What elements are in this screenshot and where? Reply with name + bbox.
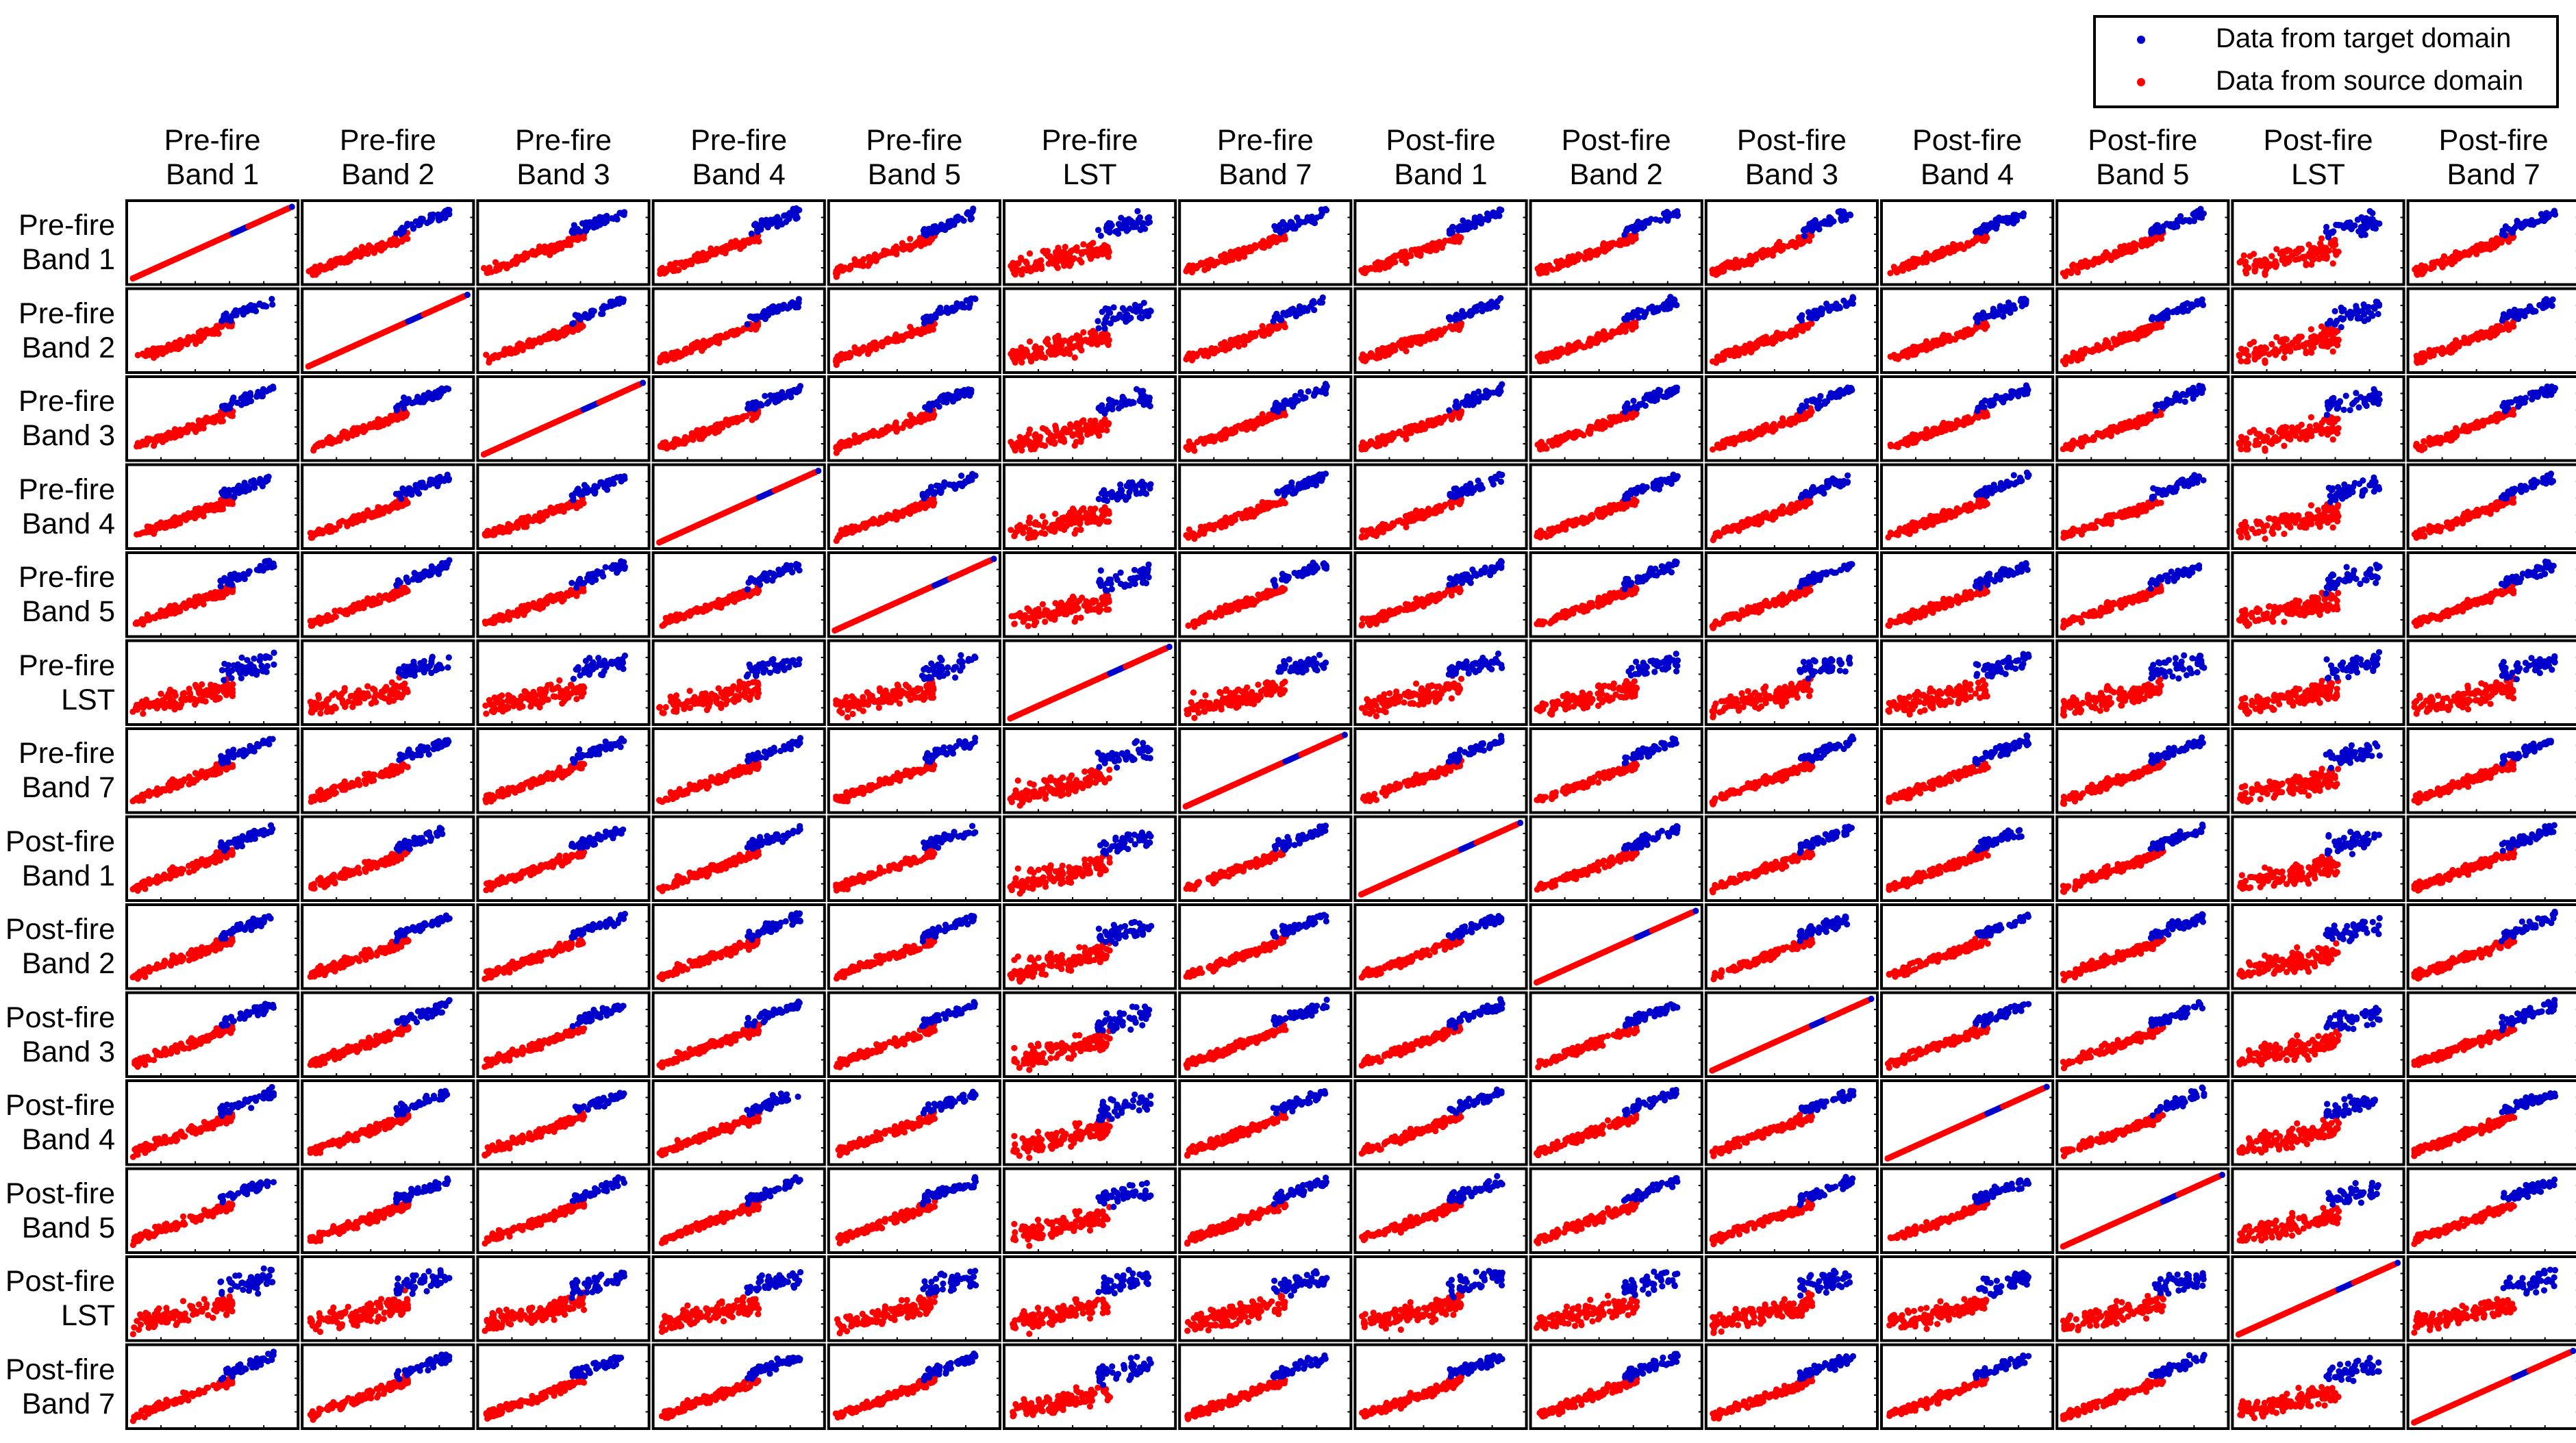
source-point — [524, 253, 530, 260]
target-point — [289, 203, 295, 210]
source-point — [713, 249, 719, 255]
target-point — [947, 223, 953, 229]
source-point — [503, 262, 509, 268]
source-point — [322, 266, 328, 273]
source-point — [1078, 259, 1084, 265]
target-point — [793, 205, 799, 212]
scatter-panel — [653, 201, 825, 285]
target-point — [749, 231, 755, 237]
source-point — [722, 250, 728, 256]
source-point — [918, 236, 924, 242]
source-point — [575, 236, 582, 242]
target-point — [401, 229, 407, 235]
source-point — [374, 242, 380, 249]
source-point — [531, 251, 537, 258]
target-point — [428, 217, 434, 223]
scatter-panel — [127, 201, 298, 285]
target-point — [583, 227, 589, 234]
source-point — [879, 252, 885, 258]
target-point — [929, 230, 935, 236]
scatter-panel — [477, 201, 649, 285]
source-point — [667, 264, 673, 270]
source-point — [731, 244, 738, 250]
scatter-panel — [302, 201, 473, 285]
source-point — [386, 240, 392, 246]
target-point — [754, 229, 760, 235]
source-point — [549, 249, 555, 255]
target-point — [751, 222, 758, 228]
source-point — [841, 266, 847, 273]
source-point — [485, 270, 491, 276]
source-point — [899, 240, 905, 247]
source-point — [696, 255, 702, 262]
source-point — [558, 240, 564, 247]
source-point — [663, 269, 669, 275]
source-point — [907, 236, 913, 242]
source-point — [907, 247, 913, 253]
target-point — [442, 214, 449, 221]
target-point — [932, 223, 938, 229]
source-point — [538, 248, 544, 254]
source-point — [332, 259, 338, 265]
target-point — [791, 212, 797, 218]
target-point — [762, 220, 768, 226]
source-point — [860, 262, 866, 268]
source-point — [869, 255, 875, 261]
source-point — [511, 258, 517, 264]
target-point — [609, 215, 615, 221]
target-point — [921, 227, 927, 234]
source-point — [359, 250, 365, 256]
scatter-panel — [1004, 201, 1175, 285]
target-point — [964, 210, 970, 216]
scatter-panel — [829, 201, 1000, 285]
target-point — [958, 216, 964, 222]
source-point — [703, 256, 709, 262]
target-point — [410, 225, 416, 231]
source-point — [893, 249, 899, 255]
target-point — [590, 225, 597, 231]
source-point — [327, 260, 333, 266]
source-point — [1027, 251, 1033, 257]
target-point — [771, 216, 777, 223]
target-point — [417, 216, 423, 223]
source-point — [851, 262, 858, 268]
source-point — [566, 240, 573, 246]
target-point — [783, 219, 789, 225]
target-point — [621, 209, 627, 215]
scatter-matrix — [0, 0, 2576, 1443]
target-point — [436, 217, 442, 223]
target-point — [571, 222, 577, 228]
target-point — [568, 229, 575, 235]
source-point — [678, 260, 684, 266]
source-point — [347, 253, 353, 260]
source-point — [741, 242, 747, 249]
target-point — [576, 228, 582, 234]
source-point — [900, 247, 906, 253]
source-point — [306, 268, 312, 274]
